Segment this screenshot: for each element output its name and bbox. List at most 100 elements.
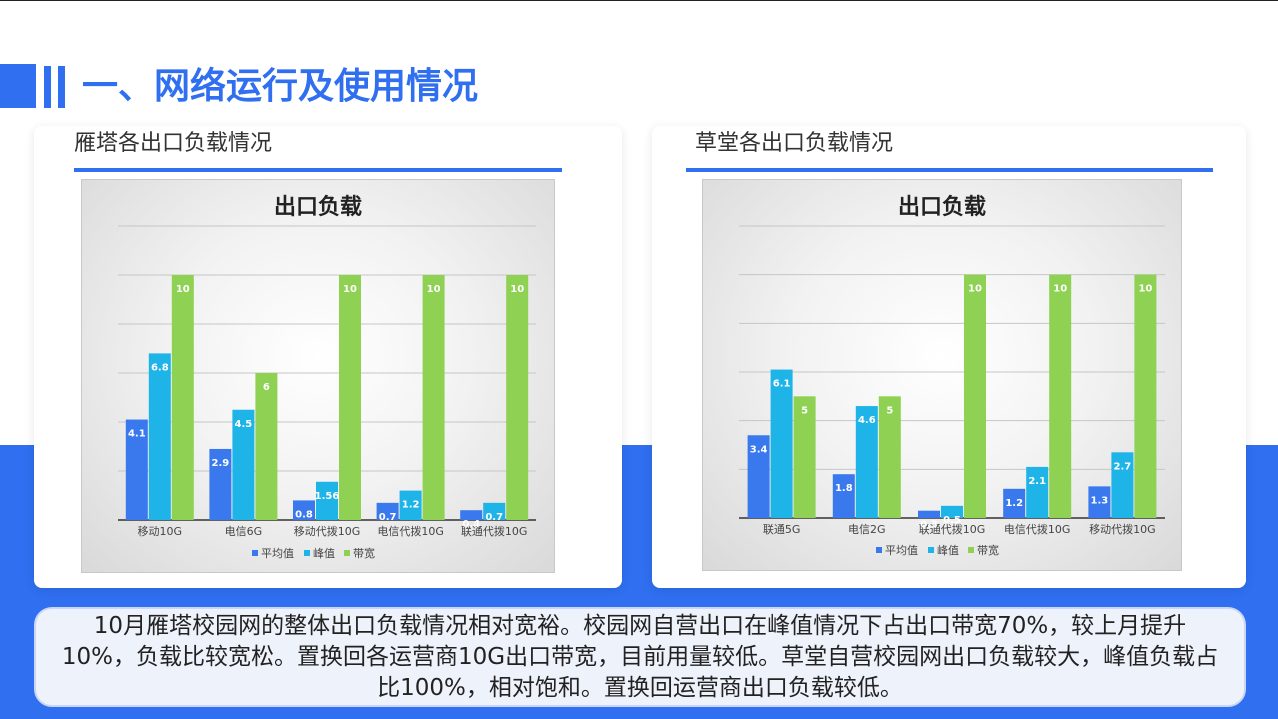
data-label: 2.1 [1028, 476, 1046, 487]
bar [460, 510, 483, 520]
bar [506, 275, 529, 520]
bar [148, 353, 171, 520]
data-label: 10 [1053, 284, 1067, 295]
data-label: 1.8 [835, 483, 853, 494]
right-panel-title: 草堂各出口负载情况 [695, 131, 894, 156]
bar [422, 275, 445, 520]
summary-text: 10月雁塔校园网的整体出口负载情况相对宽裕。校园网自营出口在峰值情况下占出口带宽… [34, 607, 1246, 707]
bar [125, 419, 148, 520]
left-chart-svg: 出口负载移动10G4.16.810电信6G2.94.56移动代拨10G0.81.… [118, 194, 536, 560]
data-label: 2.7 [1114, 461, 1132, 472]
bar [770, 369, 793, 518]
category-tick-label: 联通代拨10G [461, 524, 528, 538]
category-tick-label: 电信代拨10G [1004, 522, 1071, 536]
data-label: 0.8 [295, 509, 313, 520]
header-accent-bar [44, 66, 51, 108]
legend-swatch [252, 550, 258, 556]
legend-label: 峰值 [937, 544, 959, 557]
bar [855, 406, 878, 518]
left-panel-title: 雁塔各出口负载情况 [74, 131, 273, 156]
legend-label: 带宽 [977, 543, 999, 557]
header-accent-block [0, 64, 36, 108]
right-chart: 出口负载联通5G 3.4 6.1 5 电信2G 1.8 4.6 5 联通代拨10G 0.3 0.5 1… [702, 179, 1182, 571]
category-tick-label: 移动代拨10G [1089, 522, 1156, 536]
category-tick-label: 电信2G [848, 523, 886, 536]
category-tick-label: 联通代拨10G [919, 522, 986, 536]
bar [1003, 488, 1026, 518]
bar [255, 373, 278, 520]
left-chart-panel: 雁塔各出口负载情况 出口负载移动10G 4.1 6.8 10 电信6G 2.9 4.5 6 移动… [34, 126, 622, 588]
data-label: 0.5 [943, 515, 961, 526]
bar [832, 474, 855, 518]
data-label: 1.56 [315, 491, 340, 502]
data-label: 0.7 [485, 512, 503, 523]
data-label: 6.8 [151, 362, 169, 373]
bar [1026, 466, 1049, 518]
legend-swatch [344, 550, 350, 556]
data-label: 0.7 [379, 512, 397, 523]
bar [747, 435, 770, 518]
bar [878, 396, 901, 518]
data-label: 10 [176, 284, 190, 295]
data-label: 10 [1138, 284, 1152, 295]
legend-label: 带宽 [353, 546, 375, 560]
data-label: 0.3 [920, 520, 938, 531]
data-label: 10 [343, 284, 357, 295]
bar [1088, 486, 1111, 518]
bar [171, 275, 194, 520]
legend-label: 平均值 [261, 547, 294, 560]
bar [1111, 452, 1134, 518]
data-label: 10 [968, 284, 982, 295]
data-label: 10 [427, 284, 441, 295]
category-tick-label: 联通5G [763, 523, 801, 536]
data-label: 6.1 [773, 379, 791, 390]
bar [376, 502, 399, 520]
bar [293, 500, 315, 520]
data-label: 3.4 [750, 444, 768, 455]
bar [918, 510, 940, 518]
data-label: 0.4 [462, 519, 480, 530]
data-label: 4.1 [128, 429, 146, 440]
right-chart-panel: 草堂各出口负载情况 出口负载联通5G 3.4 6.1 5 电信2G 1.8 4.6 5 联通代拨… [652, 126, 1246, 588]
category-tick-label: 移动10G [138, 525, 183, 538]
legend-label: 峰值 [313, 547, 335, 560]
bar [483, 502, 506, 520]
data-label: 5 [801, 405, 808, 416]
bar [1049, 274, 1072, 518]
bar [1134, 274, 1157, 518]
top-border-line [0, 0, 1278, 1]
left-chart: 出口负载 移动10G 4.1 6.8 10 电信6G 2.9 4.5 6 移动代拨10G 0.8 1.… [81, 179, 555, 573]
data-label: 6 [263, 382, 270, 393]
legend-label: 平均值 [885, 544, 918, 557]
bar [209, 448, 232, 520]
bar [399, 490, 422, 520]
bar [964, 274, 986, 518]
data-label: 2.9 [212, 458, 230, 469]
data-label: 1.2 [1005, 498, 1023, 509]
bar [232, 409, 255, 520]
legend-swatch [928, 547, 934, 553]
bar [339, 275, 361, 520]
chart-title: 出口负载 [898, 194, 986, 220]
left-panel-underline [74, 168, 562, 172]
legend-swatch [304, 550, 310, 556]
page-title: 一、网络运行及使用情况 [82, 66, 479, 107]
category-tick-label: 电信代拨10G [377, 524, 444, 538]
legend-swatch [876, 547, 882, 553]
bar [793, 396, 816, 518]
category-tick-label: 电信6G [225, 525, 263, 538]
data-label: 1.3 [1091, 495, 1109, 506]
data-label: 5 [886, 405, 893, 416]
data-label: 10 [510, 284, 524, 295]
header-accent-bar [58, 66, 65, 108]
chart-title: 出口负载 [274, 194, 362, 220]
bar [316, 481, 338, 520]
legend-swatch [968, 547, 974, 553]
data-label: 4.6 [858, 415, 876, 426]
bar [941, 505, 963, 518]
data-label: 1.2 [402, 500, 420, 511]
right-panel-underline [686, 168, 1213, 172]
category-tick-label: 移动代拨10G [294, 524, 361, 538]
data-label: 4.5 [235, 419, 253, 430]
